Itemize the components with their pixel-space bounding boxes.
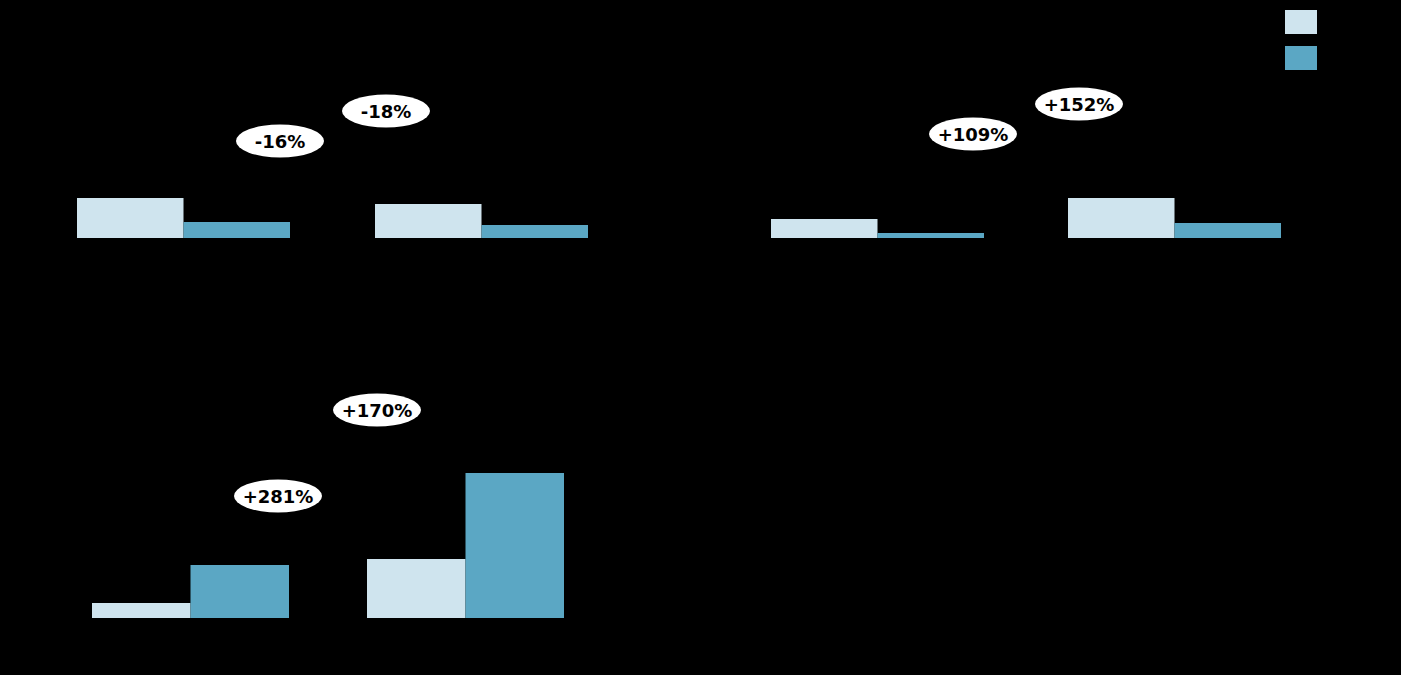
axis-line [72, 438, 73, 618]
panel: +109% +152% [751, 58, 1281, 238]
bar [367, 559, 466, 618]
bar [375, 204, 482, 238]
annotation-text: +152% [1044, 94, 1115, 115]
bar [466, 473, 565, 618]
annotation-bubble [333, 394, 421, 427]
annotation-bubble [236, 125, 324, 158]
bar [1175, 223, 1282, 238]
legend-swatch [1285, 46, 1317, 70]
bar [482, 225, 589, 238]
bar [878, 233, 985, 238]
axis-line [57, 58, 58, 238]
annotation-text: +109% [938, 124, 1009, 145]
annotation: +152% [1035, 88, 1123, 121]
bar [771, 219, 878, 238]
bars [92, 473, 564, 618]
bar [1068, 198, 1175, 238]
panel: -16% -18% [57, 58, 588, 238]
legend [1285, 10, 1317, 70]
annotation-bubble [1035, 88, 1123, 121]
annotation-bubble [234, 480, 322, 513]
annotation-text: +170% [342, 400, 413, 421]
annotation-text: -16% [255, 131, 306, 152]
panel: +281% +170% [72, 394, 564, 619]
annotation-text: -18% [361, 101, 412, 122]
bars [77, 198, 588, 238]
bar [92, 603, 191, 618]
annotation: -18% [342, 95, 430, 128]
annotation: +281% [234, 480, 322, 513]
bar [191, 565, 290, 618]
annotation-text: +281% [243, 486, 314, 507]
annotation: -16% [236, 125, 324, 158]
axis-line [751, 58, 752, 238]
annotation: +170% [333, 394, 421, 427]
bar [184, 222, 291, 238]
annotation: +109% [929, 118, 1017, 151]
annotation-bubble [342, 95, 430, 128]
legend-swatch [1285, 10, 1317, 34]
chart-canvas: -16% -18% +109% +152% +281% +170% [0, 0, 1401, 675]
annotation-bubble [929, 118, 1017, 151]
bars [771, 198, 1281, 238]
bar [77, 198, 184, 238]
